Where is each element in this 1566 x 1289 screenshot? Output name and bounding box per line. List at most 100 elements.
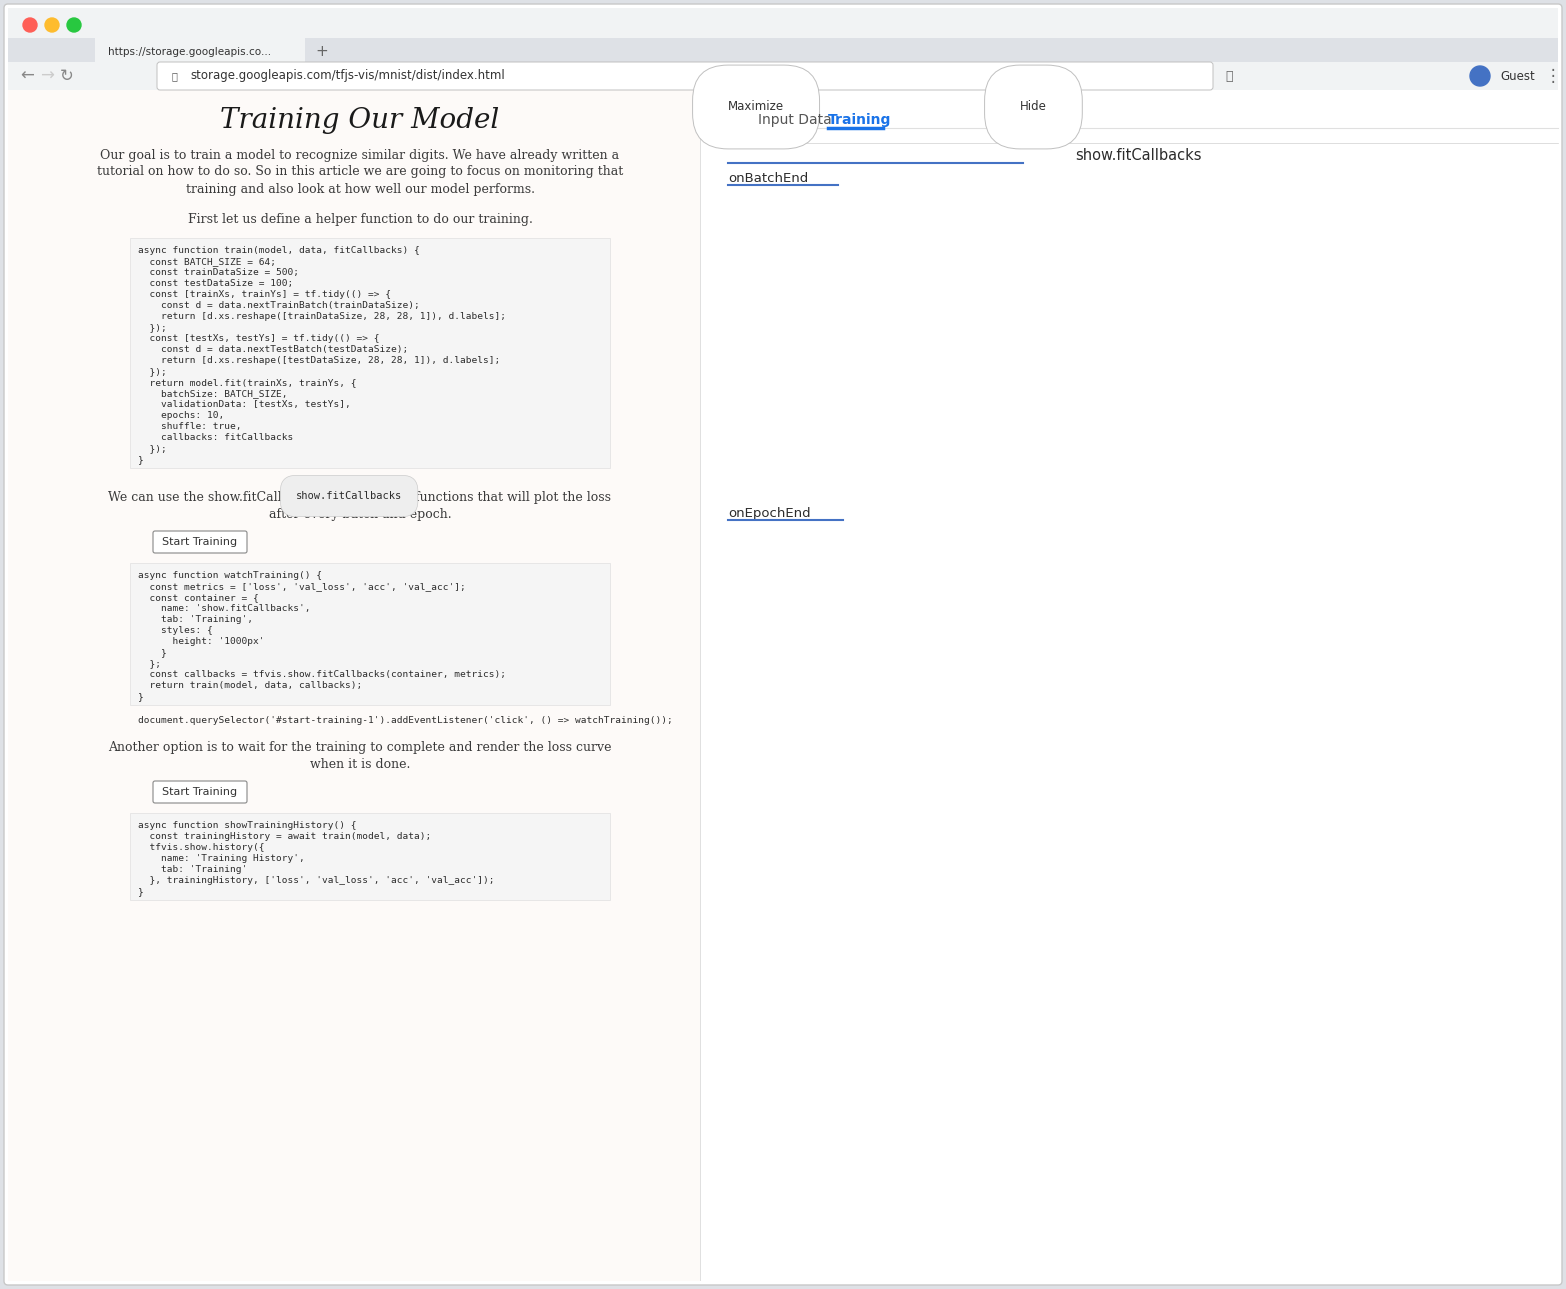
Circle shape [1470,66,1489,86]
Bar [130,238,611,468]
val_loss [1447,664,1466,679]
Text: Training Our Model: Training Our Model [221,107,500,134]
Text: document.querySelector('#start-training-1').addEventListener('click', () => watc: document.querySelector('#start-training-… [138,715,673,724]
Bar [8,62,1558,90]
Text: }: } [138,692,144,701]
Text: Start Training: Start Training [163,788,238,797]
Text: async function showTrainingHistory() {: async function showTrainingHistory() { [138,821,357,830]
loss [1174,660,1193,675]
Text: return train(model, data, callbacks);: return train(model, data, callbacks); [138,681,362,690]
acc [991,722,1010,737]
X-axis label: Epoch: Epoch [1121,708,1156,718]
loss [719,545,738,561]
Text: const BATCH_SIZE = 64;: const BATCH_SIZE = 64; [138,257,276,266]
Text: const trainingHistory = await train(model, data);: const trainingHistory = await train(mode… [138,831,431,840]
Y-axis label: Value: Value [687,415,698,446]
Text: styles: {: styles: { [138,626,213,635]
Text: return [d.xs.reshape([trainDataSize, 28, 28, 1]), d.labels];: return [d.xs.reshape([trainDataSize, 28,… [138,312,506,321]
Text: const container = {: const container = { [138,593,258,602]
Text: validationData: [testXs, testYs],: validationData: [testXs, testYs], [138,400,351,409]
acc [1539,708,1558,723]
acc [719,791,738,807]
Text: after every batch and epoch.: after every batch and epoch. [269,508,451,521]
Text: return model.fit(trainXs, trainYs, {: return model.fit(trainXs, trainYs, { [138,378,357,387]
Text: }: } [138,455,144,464]
Bar [8,90,700,1281]
Text: }: } [138,648,166,657]
FancyBboxPatch shape [157,62,1214,90]
Text: name: 'show.fitCallbacks',: name: 'show.fitCallbacks', [138,605,310,614]
Text: storage.googleapis.com/tfjs-vis/mnist/dist/index.html: storage.googleapis.com/tfjs-vis/mnist/di… [189,70,504,82]
val_loss [1174,660,1193,675]
Text: We can use the show.fitCallbacks method to get functions that will plot the loss: We can use the show.fitCallbacks method … [108,491,611,504]
Text: when it is done.: when it is done. [310,758,410,771]
Text: const callbacks = tfvis.show.fitCallbacks(container, metrics);: const callbacks = tfvis.show.fitCallback… [138,670,506,679]
acc [1447,708,1466,723]
Text: const [testXs, testYs] = tf.tidy(() => {: const [testXs, testYs] = tf.tidy(() => { [138,334,379,343]
loss [900,632,919,647]
Bar [8,8,1558,90]
Text: epochs: 10,: epochs: 10, [138,411,224,420]
Text: Training: Training [828,113,891,128]
Line: loss: loss [728,553,1549,673]
Text: ←: ← [20,67,34,85]
loss [991,647,1010,663]
acc [900,731,919,746]
Text: tab: 'Training',: tab: 'Training', [138,615,254,624]
Text: batchSize: BATCH_SIZE,: batchSize: BATCH_SIZE, [138,389,288,398]
Text: async function watchTraining() {: async function watchTraining() { [138,571,323,580]
Legend: acc: acc [1492,363,1543,382]
X-axis label: Batch: Batch [1121,527,1154,538]
Line: val_loss: val_loss [728,571,1549,673]
Text: training and also look at how well our model performs.: training and also look at how well our m… [185,183,534,196]
Text: 🔍: 🔍 [1225,70,1232,82]
Text: return [d.xs.reshape([testDataSize, 28, 28, 1]), d.labels];: return [d.xs.reshape([testDataSize, 28, … [138,356,500,365]
Bar [130,813,611,900]
Text: const trainDataSize = 500;: const trainDataSize = 500; [138,268,299,277]
Line: acc: acc [728,715,1549,799]
Text: Start Training: Start Training [163,538,238,547]
Circle shape [45,18,60,32]
val_loss [1084,656,1102,672]
acc [1174,712,1193,727]
Text: Guest: Guest [1500,70,1535,82]
Text: Another option is to wait for the training to complete and render the loss curve: Another option is to wait for the traini… [108,741,612,754]
Text: async function train(model, data, fitCallbacks) {: async function train(model, data, fitCal… [138,246,420,255]
Text: 🔒: 🔒 [172,71,179,81]
FancyBboxPatch shape [5,4,1561,1285]
loss [810,601,828,616]
loss [1447,665,1466,681]
Text: });: }); [138,443,166,452]
Text: }, trainingHistory, ['loss', 'val_loss', 'acc', 'val_acc']);: }, trainingHistory, ['loss', 'val_loss',… [138,877,495,886]
Text: }: } [138,887,144,896]
X-axis label: Epoch: Epoch [1121,874,1156,883]
val_loss [719,563,738,579]
Text: show.fitCallbacks: show.fitCallbacks [296,491,402,501]
acc [810,750,828,766]
Text: };: }; [138,659,161,668]
Text: First let us define a helper function to do our training.: First let us define a helper function to… [188,214,532,227]
Legend: acc, val_acc: acc, val_acc [1472,809,1543,844]
Bar [8,37,1558,66]
Text: Hide: Hide [1019,101,1048,113]
val_loss [1356,663,1375,678]
Text: });: }); [138,324,166,333]
Text: const d = data.nextTrainBatch(trainDataSize);: const d = data.nextTrainBatch(trainDataS… [138,302,420,309]
Text: const testDataSize = 100;: const testDataSize = 100; [138,278,293,287]
Text: →: → [41,67,53,85]
val_loss [1265,661,1284,677]
Y-axis label: Value: Value [687,590,698,621]
FancyBboxPatch shape [96,37,305,66]
Text: ⋮: ⋮ [1546,67,1561,85]
Text: onEpochEnd: onEpochEnd [728,507,811,519]
val_loss [1539,665,1558,681]
Text: height: '1000px': height: '1000px' [138,637,265,646]
Text: const d = data.nextTestBatch(testDataSize);: const d = data.nextTestBatch(testDataSiz… [138,345,409,354]
val_acc [991,719,1010,735]
val_loss [900,638,919,654]
Text: const [trainXs, trainYs] = tf.tidy(() => {: const [trainXs, trainYs] = tf.tidy(() =>… [138,290,392,299]
val_acc [900,727,919,742]
Y-axis label: Value: Value [687,254,698,285]
Circle shape [67,18,81,32]
acc [1084,715,1102,731]
